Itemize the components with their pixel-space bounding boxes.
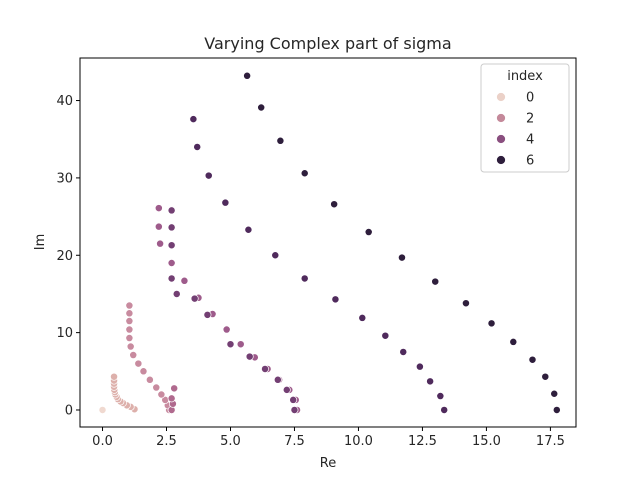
scatter-point (125, 325, 134, 334)
scatter-point (300, 169, 309, 178)
scatter-point (154, 204, 163, 213)
x-tick-label: 10.0 (344, 434, 373, 449)
legend-title: index (507, 69, 543, 84)
scatter-point (271, 251, 280, 260)
scatter-point (330, 200, 339, 209)
legend-marker (496, 134, 506, 144)
scatter-point (273, 375, 282, 384)
x-tick-label: 12.5 (408, 434, 437, 449)
legend-label: 0 (526, 91, 534, 106)
scatter-point (245, 352, 254, 361)
scatter-point (226, 340, 235, 349)
scatter-point (300, 274, 309, 283)
scatter-point (167, 241, 176, 250)
scatter-point (180, 276, 189, 285)
scatter-point (364, 228, 373, 237)
scatter-point (193, 143, 202, 151)
scatter-point (431, 277, 440, 286)
y-tick-label: 10 (56, 326, 73, 341)
scatter-point (244, 225, 253, 234)
scatter-point (398, 253, 406, 262)
scatter-point (381, 331, 390, 340)
scatter-point (282, 385, 291, 394)
scatter-point (167, 394, 176, 403)
y-tick-label: 0 (65, 403, 73, 418)
x-tick-label: 0.0 (92, 434, 113, 449)
data-points (98, 71, 561, 414)
scatter-point (552, 406, 561, 414)
scatter-point (129, 351, 138, 360)
plot-area (79, 57, 577, 428)
scatter-point (134, 359, 143, 368)
scatter-point (98, 406, 107, 414)
y-axis: 0 10 20 30 40 (56, 94, 80, 418)
scatter-point (203, 310, 212, 319)
scatter-point (257, 103, 266, 112)
scatter-point (415, 362, 424, 371)
legend-label: 6 (526, 154, 534, 169)
x-tick-label: 15.0 (472, 434, 501, 449)
scatter-point (167, 259, 176, 267)
scatter-point (426, 377, 435, 386)
legend-label: 4 (526, 133, 534, 148)
scatter-point (528, 355, 537, 364)
scatter-point (172, 289, 181, 298)
scatter-point (190, 294, 199, 303)
legend-marker (496, 113, 506, 123)
scatter-point (487, 319, 496, 328)
scatter-point (290, 406, 299, 414)
legend-marker (496, 155, 506, 165)
scatter-point (289, 395, 298, 404)
legend-label: 2 (526, 112, 534, 127)
scatter-point (276, 136, 285, 145)
scatter-point (152, 383, 161, 392)
scatter-point (126, 342, 135, 351)
scatter-point (358, 313, 367, 322)
scatter-point (436, 392, 445, 401)
scatter-point (509, 337, 518, 346)
scatter-point (125, 317, 134, 325)
scatter-point (154, 222, 163, 231)
scatter-point (204, 171, 213, 180)
x-tick-label: 5.0 (220, 434, 241, 449)
y-axis-label: Im (33, 234, 48, 251)
chart-title: Varying Complex part of sigma (204, 34, 451, 53)
scatter-point (167, 274, 176, 283)
y-tick-label: 30 (56, 171, 73, 186)
scatter-point (331, 295, 340, 304)
scatter-point (125, 334, 134, 342)
scatter-point (399, 348, 408, 356)
scatter-point (170, 384, 179, 393)
x-tick-label: 7.5 (284, 434, 305, 449)
x-axis: 0.0 2.5 5.0 7.5 10.0 12.5 15.0 17.5 (92, 427, 565, 449)
y-tick-label: 20 (56, 249, 73, 264)
scatter-point (167, 223, 176, 232)
scatter-point (550, 389, 559, 398)
x-tick-label: 17.5 (536, 434, 565, 449)
scatter-point (139, 367, 148, 376)
legend-marker (496, 92, 506, 102)
scatter-point (440, 406, 449, 414)
scatter-point (189, 115, 198, 124)
scatter-point (221, 198, 230, 207)
y-tick-label: 40 (56, 94, 73, 109)
scatter-point (156, 239, 165, 248)
scatter-point (125, 309, 134, 318)
scatter-point (222, 325, 231, 334)
legend: index 0 2 4 6 (480, 63, 570, 173)
legend-box (480, 63, 570, 173)
scatter-point (236, 340, 245, 349)
scatter-point (157, 390, 166, 399)
scatter-point (125, 301, 134, 310)
scatter-point (145, 375, 154, 384)
scatter-point (541, 372, 550, 381)
scatter-point (243, 71, 252, 80)
x-tick-label: 2.5 (156, 434, 177, 449)
scatter-point (167, 206, 176, 215)
scatter-point (110, 372, 118, 381)
scatter-point (461, 299, 470, 308)
scatter-point (261, 365, 269, 373)
x-axis-label: Re (320, 456, 336, 471)
